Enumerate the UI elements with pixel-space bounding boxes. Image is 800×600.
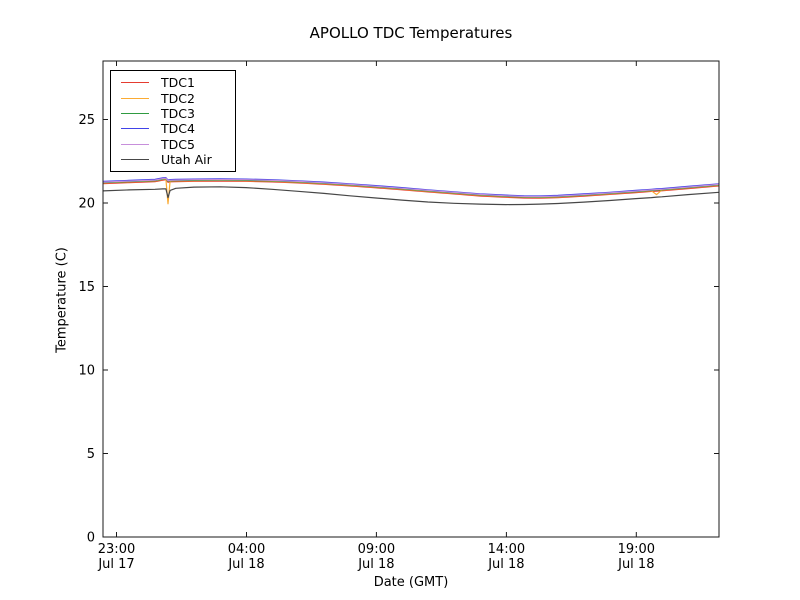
legend-swatch-line (121, 112, 149, 114)
legend-swatch-line (121, 97, 149, 99)
y-tick-label: 20 (78, 196, 95, 211)
legend-swatch-line (121, 82, 149, 84)
legend-label: TDC2 (161, 90, 195, 106)
y-tick-label: 5 (87, 447, 95, 462)
y-tick-label: 25 (78, 113, 95, 128)
x-tick-label-date: Jul 18 (227, 557, 264, 572)
legend-item-utah-air: Utah Air (121, 152, 235, 167)
legend-swatch-line (121, 128, 149, 130)
chart-title: APOLLO TDC Temperatures (309, 24, 513, 42)
x-tick-label-time: 09:00 (358, 542, 395, 557)
x-tick-label-time: 04:00 (228, 542, 265, 557)
legend-label: TDC5 (161, 136, 195, 152)
legend-item-tdc4: TDC4 (121, 121, 235, 136)
legend: TDC1 TDC2 TDC3 TDC4 TDC5 Utah Air (110, 70, 236, 173)
x-tick-label-time: 14:00 (488, 542, 525, 557)
x-tick-label-date: Jul 17 (97, 557, 134, 572)
x-tick-label-date: Jul 18 (487, 557, 524, 572)
legend-item-tdc1: TDC1 (121, 75, 235, 90)
legend-item-tdc2: TDC2 (121, 90, 235, 106)
legend-item-tdc5: TDC5 (121, 137, 235, 152)
plot-frame (102, 60, 720, 538)
x-tick-label-date: Jul 18 (617, 557, 654, 572)
y-tick-label: 10 (78, 363, 95, 378)
series-line-utah-air (102, 186, 720, 206)
legend-label: TDC3 (161, 105, 195, 121)
legend-swatch-line (121, 143, 149, 145)
series-line-tdc5 (102, 177, 720, 198)
legend-item-tdc3: TDC3 (121, 106, 235, 121)
y-tick-label: 15 (78, 280, 95, 295)
x-tick-label-date: Jul 18 (357, 557, 394, 572)
legend-swatch-line (121, 159, 149, 161)
legend-label: TDC1 (161, 75, 195, 91)
y-axis-label: Temperature (C) (54, 247, 70, 353)
y-tick-label: 0 (87, 531, 95, 546)
series-line-tdc1 (102, 179, 720, 199)
legend-label: Utah Air (161, 152, 212, 168)
legend-label: TDC4 (161, 121, 195, 137)
series-line-tdc4 (102, 177, 720, 197)
x-axis-label: Date (GMT) (373, 575, 449, 590)
x-tick-label-time: 19:00 (618, 542, 655, 557)
x-tick-label-time: 23:00 (98, 542, 135, 557)
